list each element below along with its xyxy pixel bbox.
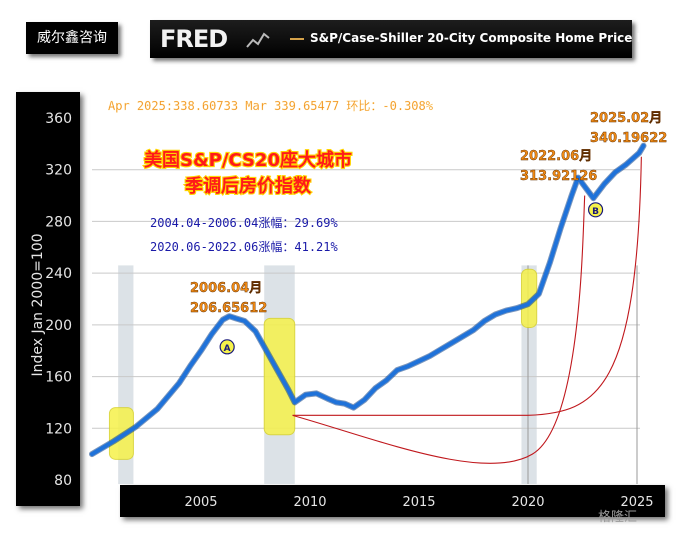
y-tick-label-5: 280 bbox=[45, 214, 72, 230]
annotation-curve-b bbox=[292, 156, 642, 416]
y-tick-label-4: 240 bbox=[45, 266, 72, 282]
y-tick-label-1: 120 bbox=[45, 421, 72, 437]
peak-value-label-0: 206.65612 bbox=[190, 301, 267, 316]
fred-logo: FRED bbox=[160, 25, 228, 53]
marker-b: B bbox=[587, 202, 604, 218]
y-tick-label-3: 200 bbox=[45, 318, 72, 334]
watermark: 格隆汇 bbox=[598, 506, 637, 525]
chart-title-line-1: 季调后房价指数 bbox=[185, 175, 312, 197]
x-tick-label-3: 2020 bbox=[511, 495, 544, 510]
y-tick-label-7: 360 bbox=[45, 111, 72, 127]
y-axis-panel bbox=[16, 92, 80, 506]
header-note: Apr 2025:338.60733 Mar 339.65477 环比：-0.3… bbox=[108, 99, 434, 113]
fred-header-bar: FRED S&P/Case-Shiller 20-City Composite … bbox=[150, 20, 674, 58]
annotation-curve-a bbox=[292, 195, 586, 464]
stat-text-1: 2020.06-2022.06涨幅：41.21% bbox=[150, 239, 338, 254]
marker-circle-0 bbox=[219, 339, 235, 355]
peak-date-label-1: 2022.06月 bbox=[520, 149, 592, 164]
x-tick-label-0: 2005 bbox=[184, 495, 217, 510]
peak-value-label-2: 340.19622 bbox=[590, 131, 667, 146]
series-line bbox=[90, 143, 646, 457]
y-tick-label-0: 80 bbox=[54, 473, 72, 489]
legend-swatch bbox=[290, 37, 304, 40]
marker-a: A bbox=[219, 339, 235, 355]
x-tick-label-1: 2010 bbox=[293, 495, 326, 510]
publisher-tag-label: 威尔鑫咨询 bbox=[37, 30, 107, 46]
stat-text-0: 2004.04-2006.04涨幅：29.69% bbox=[150, 215, 338, 230]
x-tick-label-4: 2025 bbox=[620, 495, 653, 510]
publisher-tag: 威尔鑫咨询 bbox=[26, 22, 118, 54]
y-tick-label-6: 320 bbox=[45, 163, 72, 179]
fred-logo-chart-icon bbox=[246, 32, 270, 48]
y-tick-label-2: 160 bbox=[45, 370, 72, 386]
x-axis-panel bbox=[120, 485, 665, 517]
peak-value-label-1: 313.92126 bbox=[520, 169, 597, 184]
chart-title-line-0: 美国S&P/CS20座大城市 bbox=[144, 149, 352, 171]
y-axis-label: Index Jan 2000=100 bbox=[30, 233, 46, 376]
marker-label-0: A bbox=[224, 344, 231, 354]
marker-circle-1 bbox=[587, 202, 604, 218]
marker-label-1: B bbox=[592, 207, 599, 217]
series-title: S&P/Case-Shiller 20-City Composite Home … bbox=[290, 31, 674, 45]
peak-date-label-0: 2006.04月 bbox=[190, 281, 262, 296]
x-tick-label-2: 2015 bbox=[402, 495, 435, 510]
peak-date-label-2: 2025.02月 bbox=[590, 111, 662, 126]
series-title-text: S&P/Case-Shiller 20-City Composite Home … bbox=[310, 31, 675, 45]
watermark-text: 格隆汇 bbox=[598, 510, 638, 525]
